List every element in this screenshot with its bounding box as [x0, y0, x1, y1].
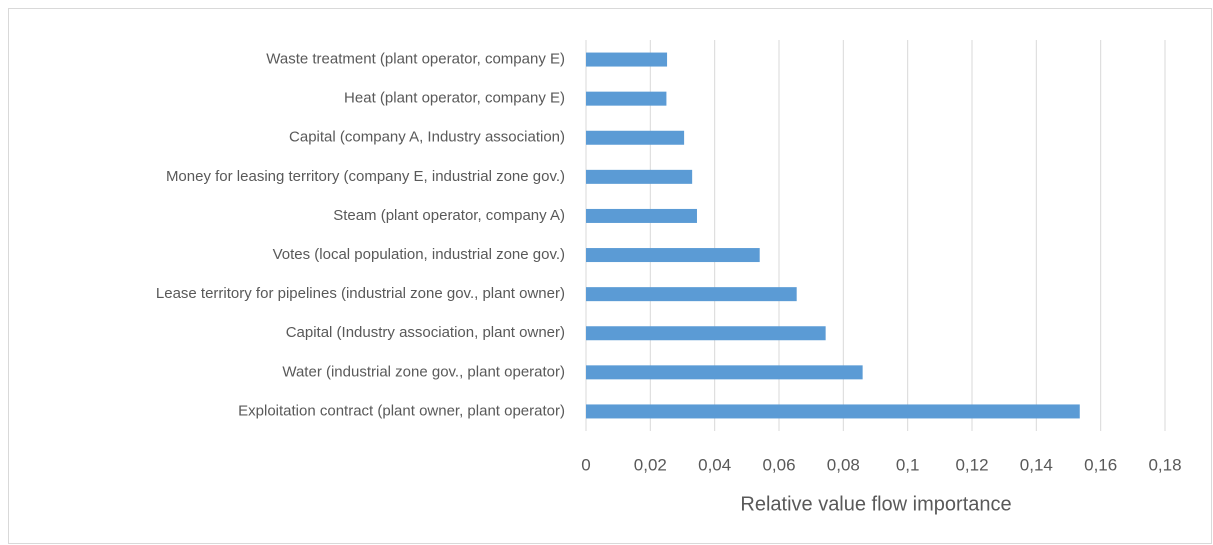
x-tick-label: 0,08 — [827, 455, 860, 474]
x-tick-label: 0,16 — [1084, 455, 1117, 474]
bar — [586, 326, 826, 341]
x-tick-label: 0 — [581, 455, 590, 474]
x-tick-label: 0,14 — [1020, 455, 1053, 474]
y-tick-label: Heat (plant operator, company E) — [344, 90, 565, 107]
x-tick-label: 0,18 — [1148, 455, 1181, 474]
y-tick-label: Water (industrial zone gov., plant opera… — [282, 363, 565, 380]
bar — [586, 404, 1080, 419]
y-tick-label: Capital (Industry association, plant own… — [286, 324, 565, 341]
x-tick-label: 0,06 — [762, 455, 795, 474]
y-tick-label: Money for leasing territory (company E, … — [166, 168, 565, 185]
bar — [586, 208, 697, 223]
bar — [586, 287, 797, 302]
x-tick-label: 0,02 — [634, 455, 667, 474]
y-tick-label: Steam (plant operator, company A) — [333, 207, 565, 224]
x-axis-title: Relative value flow importance — [740, 493, 1011, 515]
bar — [586, 365, 863, 380]
bar — [586, 91, 667, 106]
y-tick-label: Capital (company A, Industry association… — [289, 129, 565, 146]
bar — [586, 52, 668, 67]
bar — [586, 169, 693, 184]
y-tick-label: Exploitation contract (plant owner, plan… — [238, 402, 565, 419]
x-tick-label: 0,04 — [698, 455, 731, 474]
bar — [586, 130, 685, 145]
bar — [586, 248, 760, 263]
y-tick-label: Votes (local population, industrial zone… — [273, 246, 565, 263]
y-tick-label: Waste treatment (plant operator, company… — [266, 51, 565, 68]
x-tick-label: 0,1 — [896, 455, 920, 474]
x-tick-label: 0,12 — [955, 455, 988, 474]
y-tick-label: Lease territory for pipelines (industria… — [156, 285, 565, 302]
